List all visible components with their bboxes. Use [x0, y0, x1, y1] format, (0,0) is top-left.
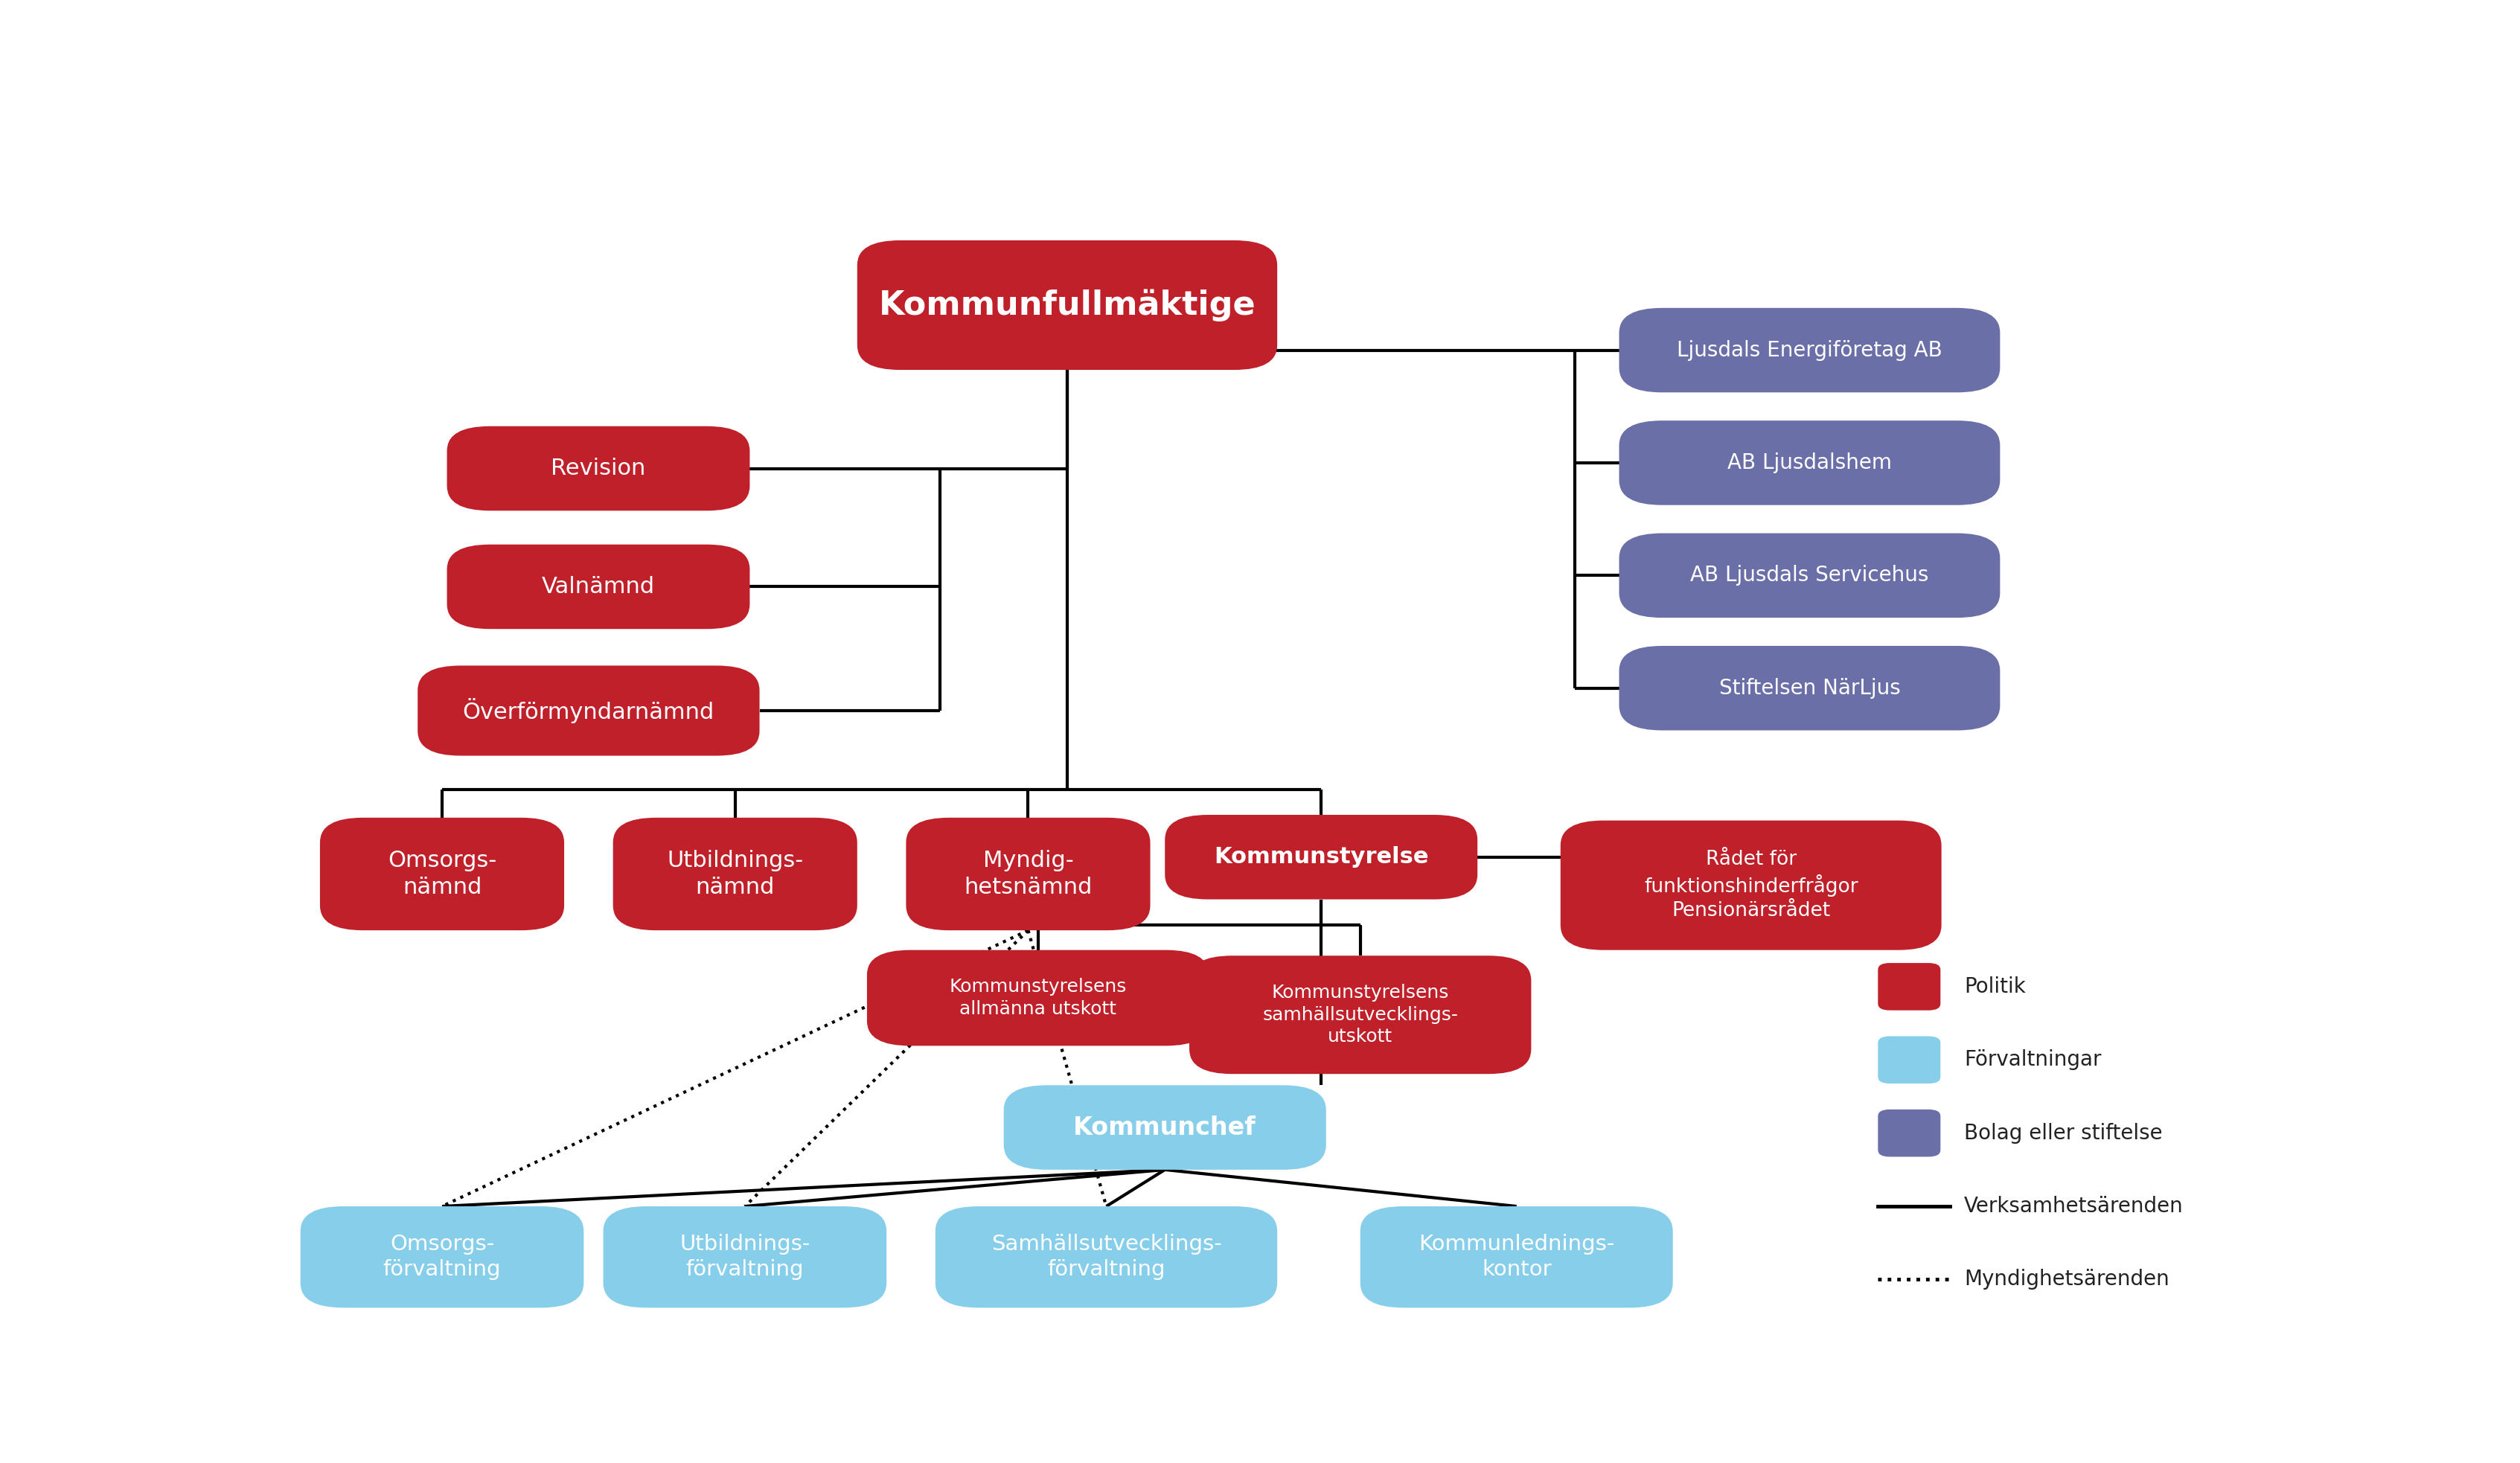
- Text: Omsorgs-
förvaltning: Omsorgs- förvaltning: [383, 1233, 501, 1280]
- Text: Myndig-
hetsnämnd: Myndig- hetsnämnd: [963, 850, 1091, 898]
- FancyBboxPatch shape: [905, 818, 1149, 930]
- FancyBboxPatch shape: [300, 1207, 585, 1308]
- FancyBboxPatch shape: [1618, 307, 1998, 392]
- Text: Kommunstyrelse: Kommunstyrelse: [1215, 846, 1429, 868]
- FancyBboxPatch shape: [1189, 955, 1530, 1074]
- FancyBboxPatch shape: [320, 818, 564, 930]
- Text: Överförmyndarnämnd: Överförmyndarnämnd: [464, 698, 713, 723]
- FancyBboxPatch shape: [1877, 963, 1940, 1011]
- Text: Verksamhetsärenden: Verksamhetsärenden: [1963, 1195, 2182, 1217]
- FancyBboxPatch shape: [935, 1207, 1278, 1308]
- Text: Kommunchef: Kommunchef: [1074, 1115, 1255, 1140]
- Text: Ljusdals Energiföretag AB: Ljusdals Energiföretag AB: [1676, 339, 1943, 360]
- FancyBboxPatch shape: [1618, 533, 1998, 617]
- FancyBboxPatch shape: [1361, 1207, 1673, 1308]
- FancyBboxPatch shape: [1618, 420, 1998, 505]
- FancyBboxPatch shape: [1618, 645, 1998, 730]
- FancyBboxPatch shape: [446, 544, 748, 629]
- Text: Omsorgs-
nämnd: Omsorgs- nämnd: [388, 850, 496, 898]
- Text: Utbildnings-
förvaltning: Utbildnings- förvaltning: [680, 1233, 809, 1280]
- Text: Kommunlednings-
kontor: Kommunlednings- kontor: [1419, 1233, 1613, 1280]
- FancyBboxPatch shape: [1560, 821, 1940, 949]
- FancyBboxPatch shape: [1164, 815, 1477, 900]
- Text: Kommunstyrelsens
allmänna utskott: Kommunstyrelsens allmänna utskott: [950, 977, 1126, 1018]
- Text: Bolag eller stiftelse: Bolag eller stiftelse: [1963, 1122, 2162, 1144]
- FancyBboxPatch shape: [602, 1207, 887, 1308]
- Text: Valnämnd: Valnämnd: [542, 576, 655, 597]
- Text: Rådet för
funktionshinderfrågor
Pensionärsrådet: Rådet för funktionshinderfrågor Pensionä…: [1643, 850, 1857, 920]
- Text: AB Ljusdals Servicehus: AB Ljusdals Servicehus: [1691, 565, 1928, 585]
- Text: Revision: Revision: [552, 458, 645, 480]
- FancyBboxPatch shape: [867, 949, 1210, 1046]
- Text: AB Ljusdalshem: AB Ljusdalshem: [1726, 452, 1890, 473]
- Text: Myndighetsärenden: Myndighetsärenden: [1963, 1268, 2170, 1290]
- Text: Samhällsutvecklings-
förvaltning: Samhällsutvecklings- förvaltning: [990, 1233, 1222, 1280]
- Text: Kommunfullmäktige: Kommunfullmäktige: [879, 288, 1255, 322]
- Text: Förvaltningar: Förvaltningar: [1963, 1049, 2102, 1071]
- Text: Kommunstyrelsens
samhällsutvecklings-
utskott: Kommunstyrelsens samhällsutvecklings- ut…: [1263, 983, 1457, 1046]
- Text: Politik: Politik: [1963, 976, 2026, 998]
- FancyBboxPatch shape: [857, 240, 1278, 370]
- FancyBboxPatch shape: [612, 818, 857, 930]
- FancyBboxPatch shape: [1877, 1036, 1940, 1084]
- Text: Stiftelsen NärLjus: Stiftelsen NärLjus: [1719, 677, 1900, 698]
- FancyBboxPatch shape: [418, 666, 759, 756]
- FancyBboxPatch shape: [1003, 1086, 1326, 1170]
- FancyBboxPatch shape: [446, 426, 748, 511]
- Text: Utbildnings-
nämnd: Utbildnings- nämnd: [668, 850, 804, 898]
- FancyBboxPatch shape: [1877, 1109, 1940, 1157]
